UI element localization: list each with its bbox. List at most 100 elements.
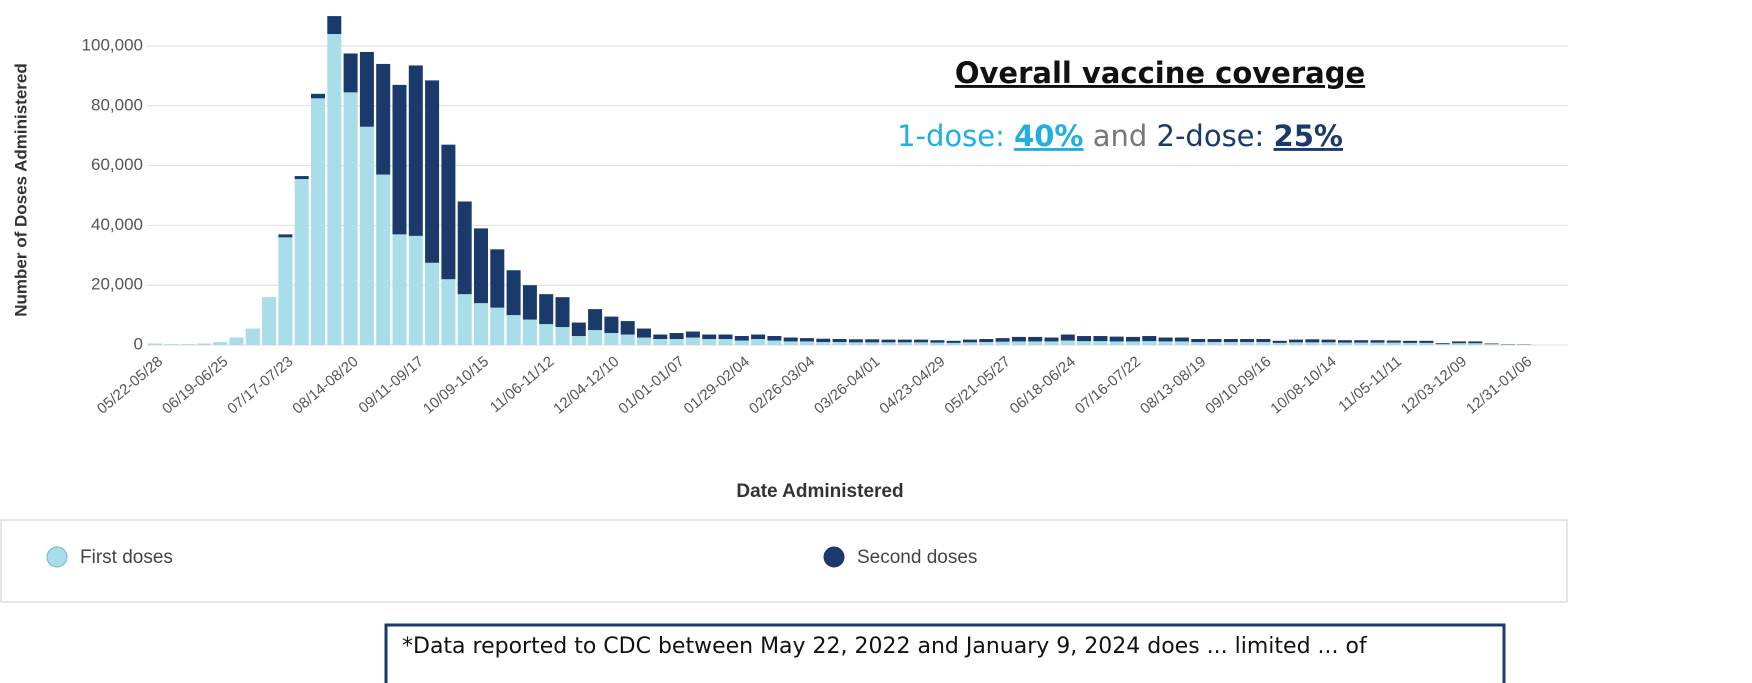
- x-tick-label: 07/16-07/22: [1072, 353, 1144, 417]
- bar-segment: [376, 174, 391, 345]
- bar-segment: [897, 342, 912, 345]
- y-axis-label: Number of Doses Administered: [11, 63, 30, 316]
- bar-segment: [1044, 337, 1059, 342]
- bar-segment: [278, 234, 293, 238]
- bar-segment: [262, 297, 277, 345]
- bar-segment: [408, 235, 423, 345]
- y-tick-label: 100,000: [82, 35, 143, 54]
- bar-segment: [946, 340, 961, 343]
- bar-segment: [865, 342, 880, 345]
- y-tick-label: 20,000: [91, 275, 143, 294]
- bar-segment: [555, 327, 570, 345]
- bar-segment: [229, 337, 244, 345]
- bar-segment: [376, 63, 391, 175]
- bar-segment: [1240, 342, 1255, 345]
- x-tick-label: 06/18-06/24: [1007, 353, 1079, 417]
- bar-segment: [783, 341, 798, 345]
- y-tick-label: 40,000: [91, 215, 143, 234]
- bar-segment: [1403, 340, 1418, 343]
- two-dose: 2-dose:: [1157, 119, 1274, 153]
- bar-segment: [1484, 344, 1499, 345]
- bar-segment: [751, 339, 766, 345]
- bar-segment: [832, 342, 847, 345]
- bar-segment: [604, 316, 619, 334]
- bar-segment: [1191, 339, 1206, 343]
- bar-segment: [1435, 343, 1450, 345]
- bar-segment: [1468, 343, 1483, 345]
- annotation-coverage: 1-dose: 40% and 2-dose: 25%: [897, 119, 1343, 153]
- bar-segment: [571, 336, 586, 345]
- x-tick-label: 09/10-09/16: [1202, 353, 1274, 417]
- bar-segment: [718, 334, 733, 340]
- bar-segment: [604, 333, 619, 345]
- x-tick-label: 10/08-10/14: [1267, 353, 1339, 417]
- bar-segment: [816, 338, 831, 343]
- bar-segment: [1337, 340, 1352, 343]
- bar-segment: [1142, 336, 1157, 342]
- bar-segment: [963, 339, 977, 343]
- y-tick-label: 80,000: [91, 95, 143, 114]
- bar-segment: [245, 328, 260, 345]
- bar-segment: [1370, 340, 1385, 343]
- bar-segment: [702, 339, 717, 345]
- bar-segment: [1158, 337, 1173, 342]
- bar-segment: [1468, 341, 1483, 344]
- bar-segment: [148, 343, 162, 345]
- y-tick-label: 0: [134, 334, 143, 353]
- bar-segment: [1028, 341, 1043, 345]
- bar-segment: [653, 334, 668, 340]
- bar-segment: [637, 328, 651, 338]
- bar-segment: [1256, 342, 1271, 345]
- bar-segment: [734, 340, 749, 345]
- x-tick-label: 06/19-06/25: [159, 353, 231, 417]
- bar-segment: [1403, 342, 1418, 345]
- bar-segment: [1337, 342, 1352, 345]
- footnote-box: [384, 623, 1506, 683]
- bar-segment: [1044, 341, 1059, 345]
- x-tick-label: 05/22-05/28: [94, 353, 166, 417]
- x-tick-label: 04/23-04/29: [876, 353, 948, 417]
- bar-segment: [213, 342, 228, 345]
- bar-segment: [685, 331, 700, 338]
- bar-segment: [1093, 341, 1108, 345]
- bar-segment: [669, 339, 684, 345]
- bar-segment: [474, 303, 488, 345]
- bar-segment: [425, 262, 440, 345]
- legend-label: First doses: [80, 547, 173, 568]
- bar-segment: [1321, 342, 1336, 345]
- bar-segment: [1452, 341, 1466, 344]
- bar-segment: [979, 339, 994, 343]
- bar-segment: [669, 333, 684, 340]
- bar-segment: [1060, 334, 1075, 341]
- bar-segment: [767, 340, 782, 345]
- bar-segment: [294, 176, 309, 180]
- bar-segment: [832, 339, 847, 343]
- bar-segment: [914, 339, 929, 343]
- x-tick-label: 12/04-12/10: [550, 353, 622, 417]
- bar-segment: [897, 339, 912, 343]
- bar-segment: [555, 297, 570, 328]
- bar-segment: [1435, 344, 1450, 345]
- bar-segment: [881, 342, 896, 345]
- bar-segment: [734, 336, 749, 341]
- bar-segment: [685, 337, 700, 345]
- bar-segment: [571, 322, 586, 337]
- bar-segment: [930, 340, 945, 343]
- bar-segment: [620, 334, 635, 345]
- bar-segment: [1126, 336, 1140, 342]
- bar-segment: [408, 65, 423, 236]
- bar-segment: [441, 279, 456, 345]
- bar-segment: [1174, 341, 1189, 345]
- x-tick-label: 01/01-01/07: [615, 353, 687, 417]
- bar-segment: [1305, 342, 1320, 345]
- bar-segment: [783, 337, 798, 342]
- bar-segment: [1207, 339, 1222, 343]
- bar-segment: [702, 334, 717, 340]
- bar-segment: [278, 237, 293, 345]
- legend-label: Second doses: [857, 547, 977, 568]
- bar-segment: [311, 93, 325, 99]
- x-tick-label: 02/26-03/04: [746, 353, 818, 417]
- bar-segment: [1452, 343, 1466, 345]
- footnote: *Data reported to CDC between May 22, 20…: [402, 634, 1368, 659]
